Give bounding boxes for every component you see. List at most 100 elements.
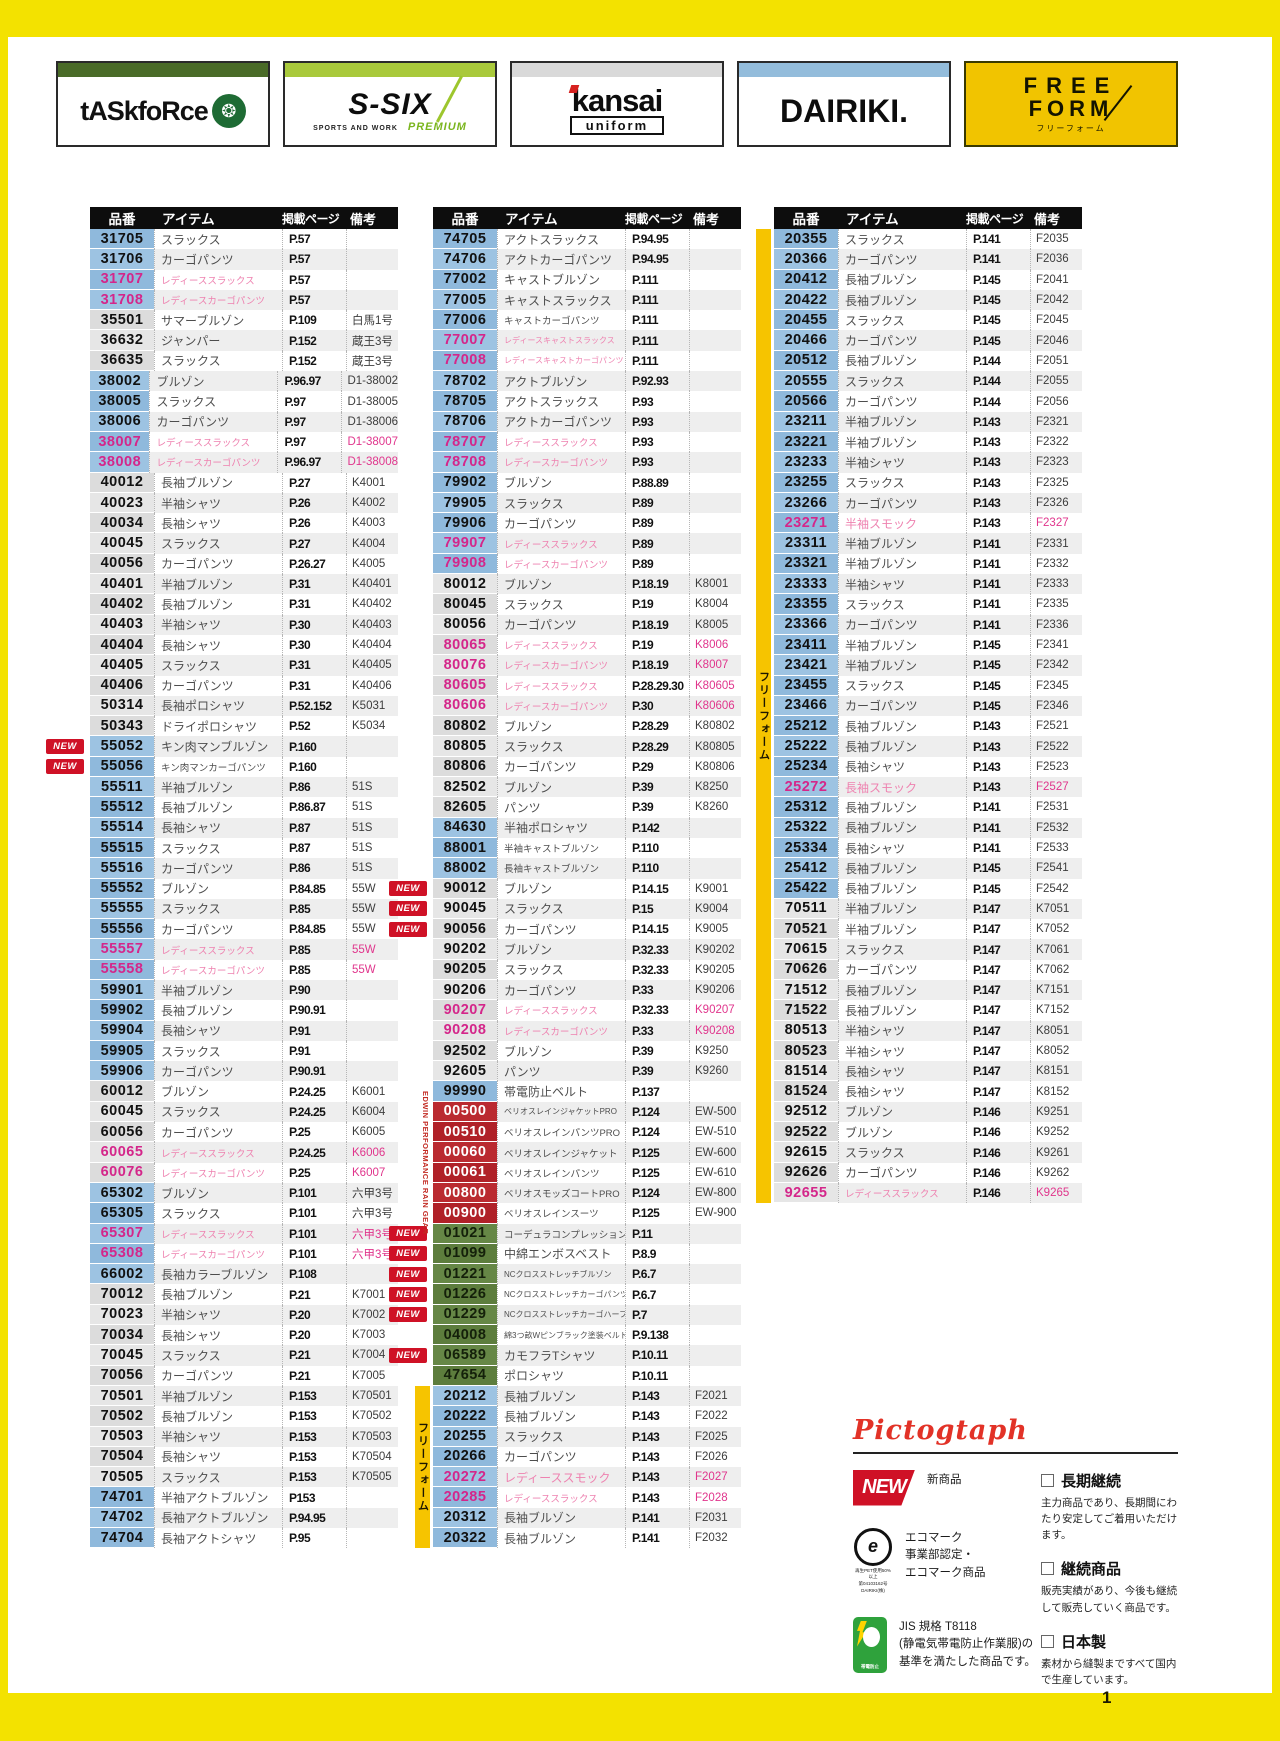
note-cell: K80802 — [689, 716, 741, 737]
catalog-page: tASkfoRce ❂ S-SIX SPORTS AND WORK PREMIU… — [8, 37, 1272, 1693]
table-row: 23455 スラックス P.145 F2345 — [774, 675, 1082, 696]
note-cell: 51S — [346, 817, 398, 838]
item-name-cell: レディースカーゴパンツ — [497, 452, 625, 473]
item-name-cell: アクトカーゴパンツ — [497, 411, 625, 432]
table-row: 80065 レディーススラックス P.19 K8006 — [433, 634, 741, 656]
item-number-cell: 80513 — [774, 1020, 838, 1041]
table-row: 20366 カーゴパンツ P.141 F2036 — [774, 249, 1082, 270]
legend-longterm-desc: 主力商品であり、長期間にわたり安定してご着用いただけます。 — [1041, 1496, 1178, 1542]
note-cell: K8001 — [689, 574, 741, 595]
item-name-cell: 半袖ブルゾン — [838, 655, 966, 676]
table-row: 92615 スラックス P.146 K9261 — [774, 1142, 1082, 1163]
table-row: 70626 カーゴパンツ P.147 K7062 — [774, 959, 1082, 980]
table-row: 40056 カーゴパンツ P.26.27 K4005 — [90, 553, 398, 575]
page-ref-cell: P.21 — [282, 1345, 346, 1366]
item-name-cell: アクトカーゴパンツ — [497, 249, 625, 270]
page-ref-cell: P.141 — [966, 594, 1030, 615]
page-ref-cell: P.10.11 — [625, 1365, 689, 1386]
table-row: 65308 レディースカーゴパンツ P.101 六甲3号 — [90, 1243, 398, 1265]
page-ref-cell: P.18.19 — [625, 574, 689, 595]
item-name-cell: コーデュラコンプレッション — [497, 1223, 625, 1244]
header-page: 掲載ページ — [966, 211, 1024, 226]
note-cell: K40403 — [346, 614, 398, 635]
table-row: 92626 カーゴパンツ P.146 K9262 — [774, 1162, 1082, 1183]
note-cell: K40404 — [346, 634, 398, 656]
item-number-cell: 60012 — [90, 1081, 154, 1102]
item-number-cell: 00900 — [433, 1203, 497, 1224]
note-cell: EW-800 — [689, 1182, 741, 1204]
page-ref-cell: P.146 — [966, 1101, 1030, 1123]
note-cell: 六甲3号 — [346, 1203, 398, 1224]
table-row: 59902 長袖ブルゾン P.90.91 — [90, 1000, 398, 1021]
pictograph-underline — [853, 1452, 1178, 1454]
note-cell: 蔵王3号 — [346, 330, 398, 351]
table-row: 31705 スラックス P.57 — [90, 229, 398, 250]
note-cell — [689, 1243, 741, 1265]
item-name-cell: ベリオスモッズコートPRO — [497, 1182, 625, 1204]
legend-madeinjapan-title: 日本製 — [1061, 1633, 1107, 1651]
note-cell — [346, 1507, 398, 1528]
page-ref-cell: P.21 — [282, 1365, 346, 1386]
item-number-cell: 84630 — [433, 817, 497, 838]
item-number-cell: 81524 — [774, 1081, 838, 1102]
table-row: 20322 長袖ブルゾン P.141 F2032 — [433, 1528, 741, 1549]
item-number-cell: 23221 — [774, 431, 838, 453]
table-row: 88002 長袖キャストブルゾン P.110 — [433, 858, 741, 879]
item-number-cell: 60056 — [90, 1122, 154, 1143]
table-row: 82605 パンツ P.39 K8260 — [433, 797, 741, 818]
item-number-cell: 23366 — [774, 614, 838, 635]
table-row: 35501 サマーブルゾン P.109 白馬1号 — [90, 310, 398, 331]
item-name-cell: 半袖ブルゾン — [838, 919, 966, 940]
item-name-cell: レディースカーゴパンツ — [154, 289, 282, 311]
item-name-cell: 中綿エンボスベスト — [497, 1243, 625, 1265]
page-ref-cell: P.6.7 — [625, 1284, 689, 1305]
page-ref-cell: P.147 — [966, 898, 1030, 920]
page-ref-cell: P.30 — [282, 614, 346, 635]
item-name-cell: スラックス — [838, 472, 966, 493]
item-number-cell: 80523 — [774, 1040, 838, 1062]
note-cell: K9260 — [689, 1061, 741, 1082]
note-cell: F2542 — [1030, 878, 1082, 899]
item-number-cell: 70501 — [90, 1385, 154, 1407]
table-row: 25272 長袖スモック P.143 F2527 — [774, 777, 1082, 798]
page-ref-cell: P.145 — [966, 289, 1030, 311]
table-row: 80513 半袖シャツ P.147 K8051 — [774, 1020, 1082, 1041]
table-header: 品番 アイテム 掲載ページ 備考 — [433, 207, 741, 229]
item-name-cell: ベリオスレインパンツPRO — [497, 1122, 625, 1143]
table-row: 80523 半袖シャツ P.147 K8052 — [774, 1040, 1082, 1062]
table-row: 23271 半袖スモック P.143 F2327 — [774, 513, 1082, 534]
page-ref-cell: P.89 — [625, 533, 689, 554]
item-number-cell: 82605 — [433, 797, 497, 818]
item-name-cell: アクトブルゾン — [497, 371, 625, 392]
note-cell: 51S — [346, 837, 398, 859]
table-row: 65307 レディーススラックス P.101 六甲3号 — [90, 1223, 398, 1244]
item-number-cell: 36635 — [90, 350, 154, 372]
item-number-cell: 23233 — [774, 452, 838, 473]
page-ref-cell: P.25 — [282, 1162, 346, 1183]
note-cell: 51S — [346, 777, 398, 798]
table-row: 23421 半袖ブルゾン P.145 F2342 — [774, 655, 1082, 676]
note-cell: K8006 — [689, 634, 741, 656]
page-ref-cell: P.141 — [966, 817, 1030, 838]
page-ref-cell: P.111 — [625, 330, 689, 351]
item-name-cell: レディーススラックス — [497, 431, 625, 453]
page-ref-cell: P.39 — [625, 777, 689, 798]
page-ref-cell: P.18.19 — [625, 614, 689, 635]
item-name-cell: 半袖シャツ — [838, 1020, 966, 1041]
table-row: NEW 01221 NCクロスストレッチブルゾン P.6.7 — [389, 1264, 741, 1285]
item-name-cell: 半袖シャツ — [154, 614, 282, 635]
page-ref-cell: P.147 — [966, 1081, 1030, 1102]
item-number-cell: 80605 — [433, 675, 497, 696]
page-ref-cell: P.90.91 — [282, 1061, 346, 1082]
item-number-cell: 40402 — [90, 594, 154, 615]
table-row: 59901 半袖ブルゾン P.90 — [90, 979, 398, 1001]
item-name-cell: レディースカーゴパンツ — [497, 655, 625, 676]
page-ref-cell: P.124 — [625, 1101, 689, 1123]
page-ref-cell: P.14.15 — [625, 878, 689, 899]
logo-freeform: FREE FORM フリーフォーム — [964, 61, 1178, 147]
item-number-cell: 40401 — [90, 574, 154, 595]
note-cell: F2036 — [1030, 249, 1082, 270]
note-cell — [689, 1223, 741, 1244]
note-cell: F2027 — [689, 1467, 741, 1488]
table-row: 38005 スラックス P.97 D1-38005 — [90, 391, 398, 412]
